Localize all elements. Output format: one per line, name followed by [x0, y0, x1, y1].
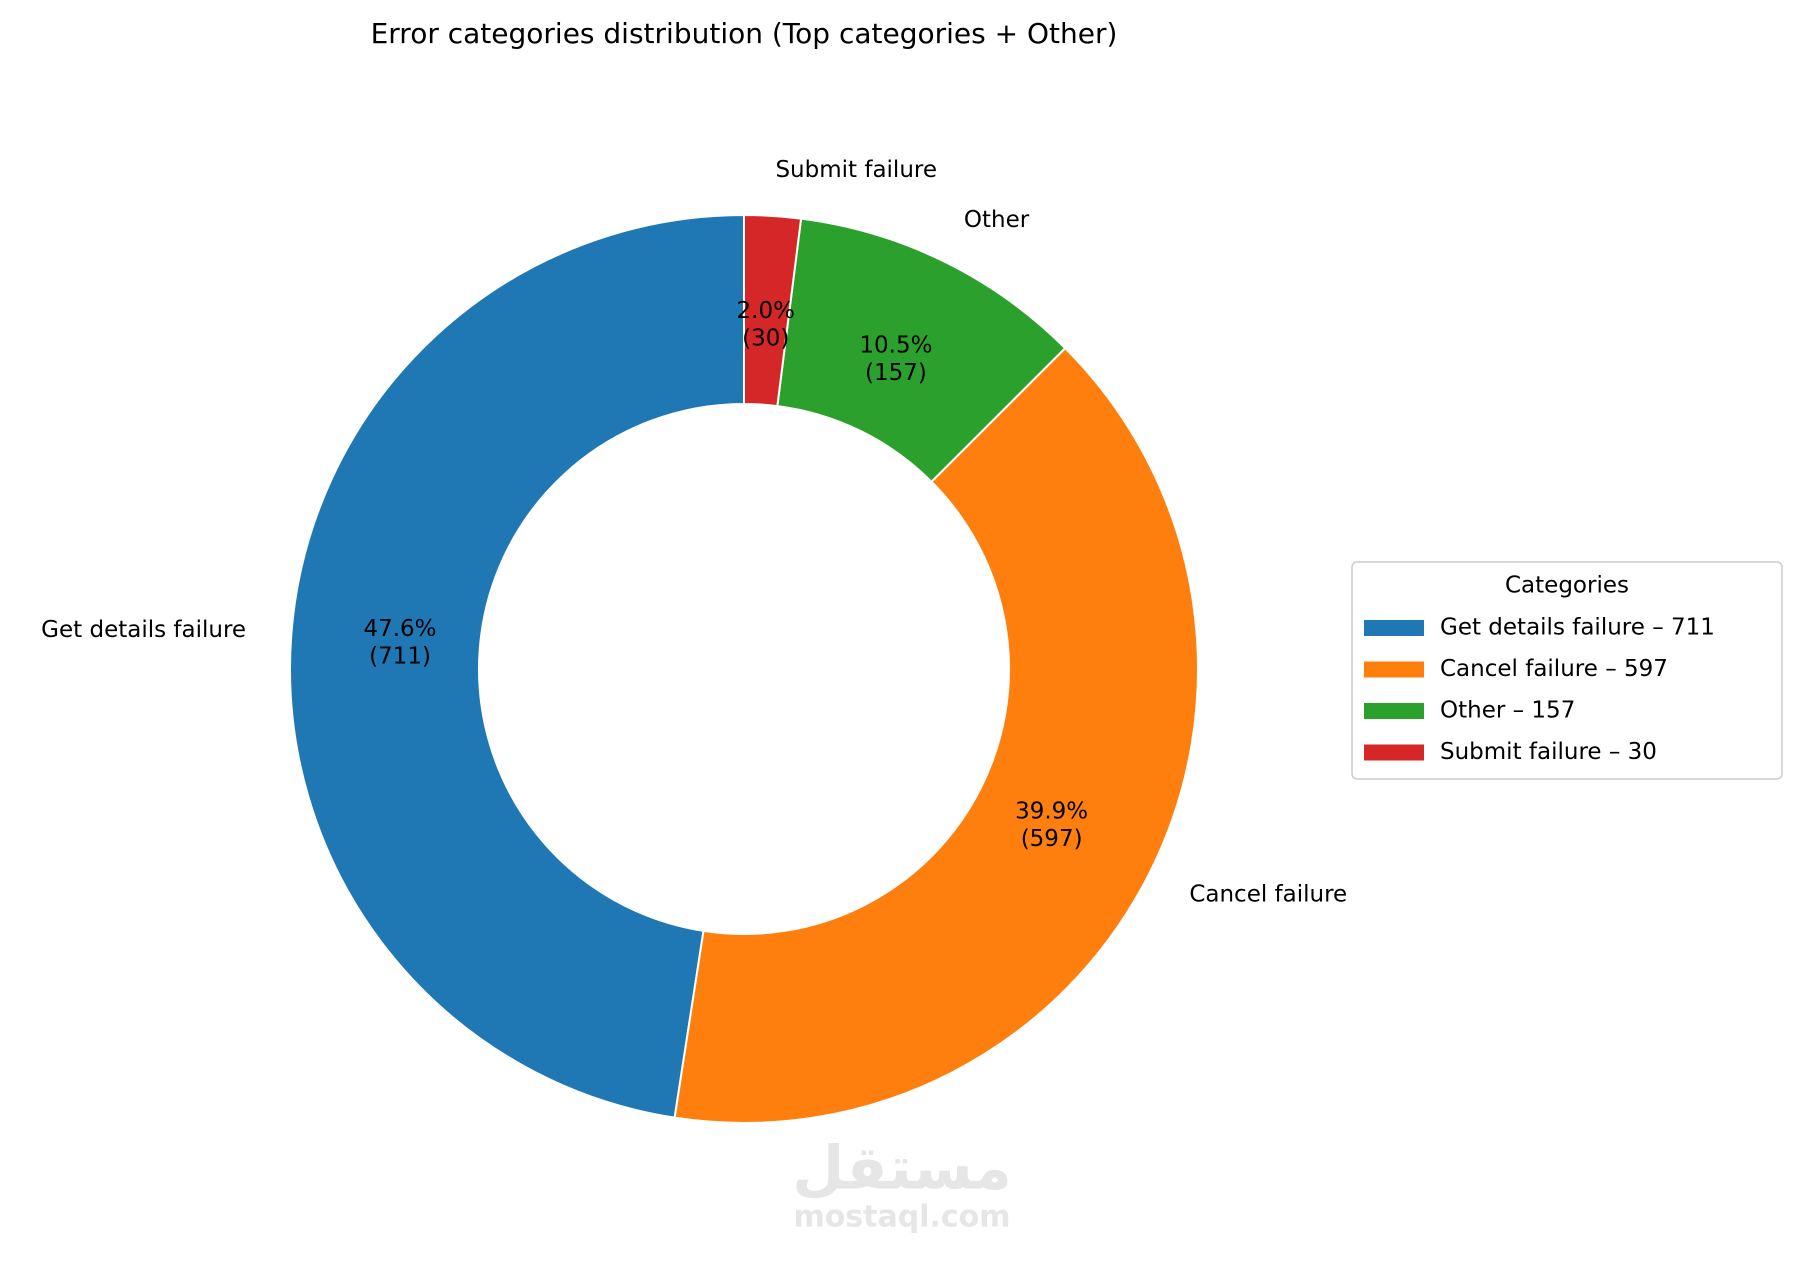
wedge: [743, 213, 803, 408]
legend-swatch: [1364, 661, 1424, 678]
legend-title: Categories: [1505, 573, 1629, 599]
wedge: [289, 213, 745, 1119]
value-label: 10.5% (157): [859, 332, 932, 386]
legend-swatch: [1364, 703, 1424, 719]
legend-label: Get details failure – 711: [1440, 615, 1715, 641]
legend-box: [1351, 561, 1783, 780]
value-label: 2.0% (30): [737, 297, 795, 351]
category-label: Get details failure: [41, 617, 246, 643]
category-label: Submit failure: [775, 157, 937, 183]
value-label: 47.6% (711): [363, 615, 436, 669]
legend-swatch: [1364, 744, 1424, 761]
watermark-site: mostaql.com: [793, 1200, 1010, 1235]
watermark-logo: مستقل: [792, 1134, 1011, 1204]
legend-label: Submit failure – 30: [1440, 739, 1657, 765]
value-label: 39.9% (597): [1015, 798, 1088, 852]
category-label: Cancel failure: [1189, 882, 1347, 908]
legend-swatch: [1364, 620, 1424, 636]
category-label: Other: [964, 207, 1030, 233]
legend-label: Other – 157: [1440, 698, 1575, 724]
legend: Categories Get details failure – 711 Canc…: [1351, 561, 1783, 780]
donut: 47.6% (711) Get details failure 39.9% (597) C…: [41, 157, 1347, 1125]
chart-title: Error categories distribution (Top categ…: [371, 17, 1118, 50]
wedge: [673, 346, 1199, 1125]
legend-label: Cancel failure – 597: [1440, 656, 1668, 682]
